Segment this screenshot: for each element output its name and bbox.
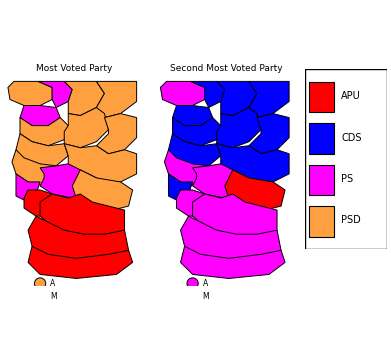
- Text: PSD: PSD: [341, 215, 361, 225]
- Polygon shape: [169, 134, 221, 168]
- Polygon shape: [16, 134, 68, 168]
- Polygon shape: [20, 118, 68, 146]
- Polygon shape: [64, 108, 108, 148]
- Text: A: A: [203, 279, 208, 288]
- Bar: [309, 206, 334, 237]
- Text: A: A: [50, 279, 56, 288]
- Polygon shape: [12, 150, 56, 186]
- Polygon shape: [8, 81, 52, 106]
- Circle shape: [33, 289, 47, 304]
- Text: CDS: CDS: [341, 133, 362, 143]
- Polygon shape: [217, 144, 289, 182]
- Text: PS: PS: [341, 174, 353, 184]
- Polygon shape: [16, 174, 40, 200]
- Polygon shape: [225, 170, 285, 210]
- Polygon shape: [28, 216, 129, 262]
- Polygon shape: [169, 174, 193, 200]
- Polygon shape: [217, 81, 257, 116]
- Polygon shape: [181, 216, 281, 262]
- Polygon shape: [160, 81, 204, 106]
- Polygon shape: [217, 108, 261, 148]
- Polygon shape: [97, 81, 136, 118]
- Text: APU: APU: [341, 91, 361, 101]
- Polygon shape: [193, 194, 277, 238]
- FancyBboxPatch shape: [305, 69, 387, 249]
- Bar: [309, 165, 334, 195]
- Polygon shape: [24, 190, 64, 216]
- Polygon shape: [20, 106, 60, 126]
- Polygon shape: [249, 81, 289, 118]
- Polygon shape: [165, 150, 209, 186]
- Polygon shape: [38, 81, 72, 108]
- Polygon shape: [181, 246, 285, 279]
- Circle shape: [185, 289, 200, 304]
- Polygon shape: [72, 170, 133, 210]
- Polygon shape: [190, 81, 225, 108]
- Polygon shape: [172, 106, 213, 126]
- Circle shape: [187, 278, 198, 289]
- Text: M: M: [203, 292, 209, 301]
- Polygon shape: [193, 164, 249, 198]
- Text: M: M: [50, 292, 57, 301]
- Title: Second Most Voted Party: Second Most Voted Party: [170, 64, 283, 73]
- Polygon shape: [176, 190, 217, 216]
- Bar: [309, 123, 334, 154]
- Bar: [309, 82, 334, 112]
- Polygon shape: [40, 164, 97, 198]
- Polygon shape: [64, 81, 104, 116]
- Polygon shape: [28, 246, 133, 279]
- Title: Most Voted Party: Most Voted Party: [36, 64, 113, 73]
- Circle shape: [34, 278, 46, 289]
- Polygon shape: [40, 194, 125, 238]
- Polygon shape: [249, 113, 289, 154]
- Polygon shape: [64, 144, 136, 182]
- Polygon shape: [172, 118, 221, 146]
- Polygon shape: [97, 113, 136, 154]
